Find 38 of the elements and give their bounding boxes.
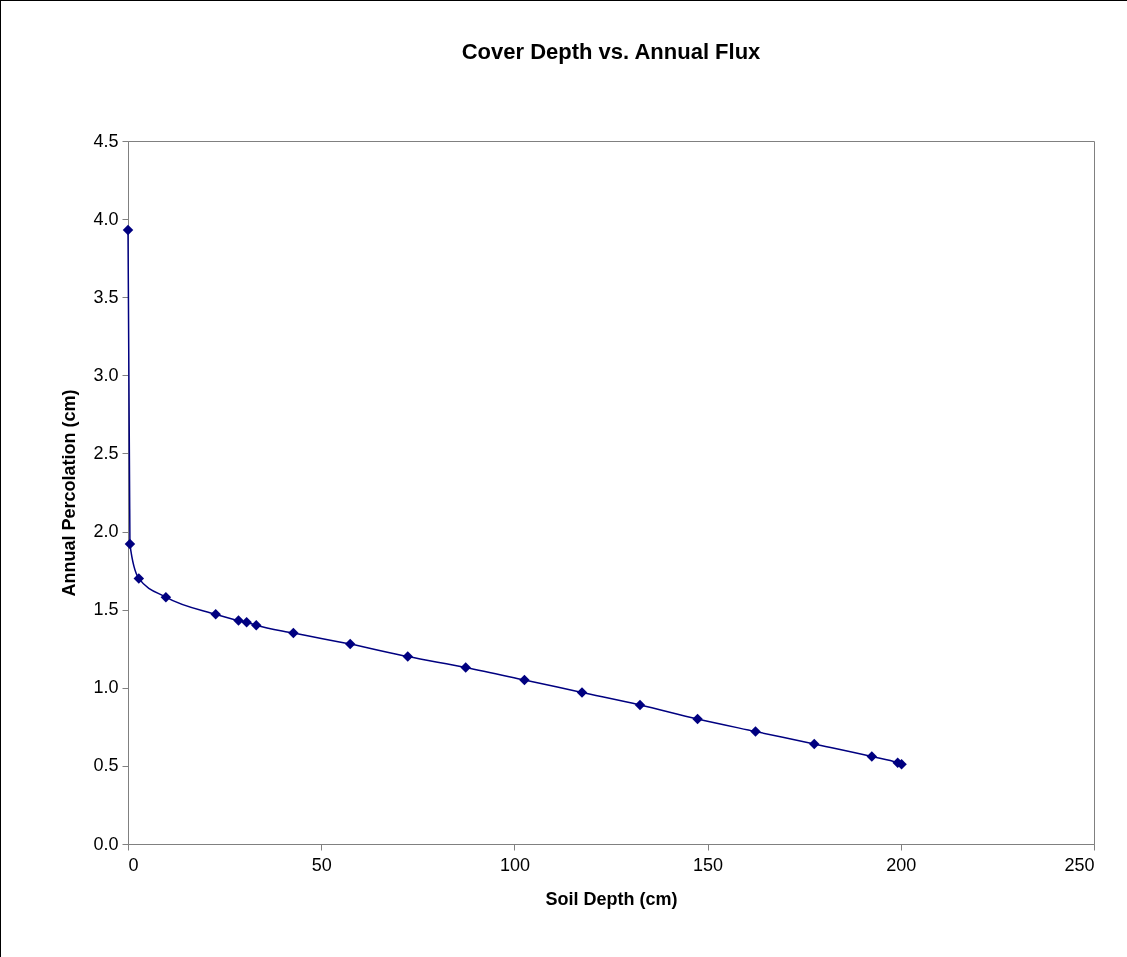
point [241,616,252,628]
point [866,751,878,762]
point [402,651,413,662]
point [344,638,356,650]
y-tick-label: 0.5 [93,755,119,776]
point [133,573,145,584]
x-tick-label: 200 [886,854,917,875]
point [692,713,703,725]
y-tick-label: 1.5 [93,599,119,620]
x-tick-label: 150 [693,854,724,875]
chart-title: Cover Depth vs. Annual Flux [461,39,762,64]
x-tick-label: 0 [128,854,139,875]
point [576,687,588,698]
y-tick-label: 3.5 [93,286,119,307]
x-tick-label: 50 [311,854,332,875]
y-tick-label: 0.0 [93,833,119,854]
point [160,591,172,603]
point [634,699,646,711]
x-tick-label: 100 [499,854,530,875]
y-tick-label: 2.5 [93,442,119,463]
point [251,620,262,631]
point [809,738,820,750]
point [122,224,134,236]
point [288,627,299,639]
y-tick-label: 1.0 [93,677,119,698]
y-tick-label: 4.5 [93,130,119,151]
point [233,615,244,626]
y-axis-title: Annual Percolation (cm) [59,389,80,597]
point [210,609,221,620]
point [519,674,530,686]
point [460,662,471,673]
y-tick-label: 2.0 [93,521,119,542]
x-axis-title: Soil Depth (cm) [545,888,678,909]
y-tick-label: 3.0 [93,364,119,385]
x-tick-label: 250 [1064,854,1095,875]
point [124,538,136,550]
point [750,726,761,737]
y-tick-label: 4.0 [93,208,119,229]
